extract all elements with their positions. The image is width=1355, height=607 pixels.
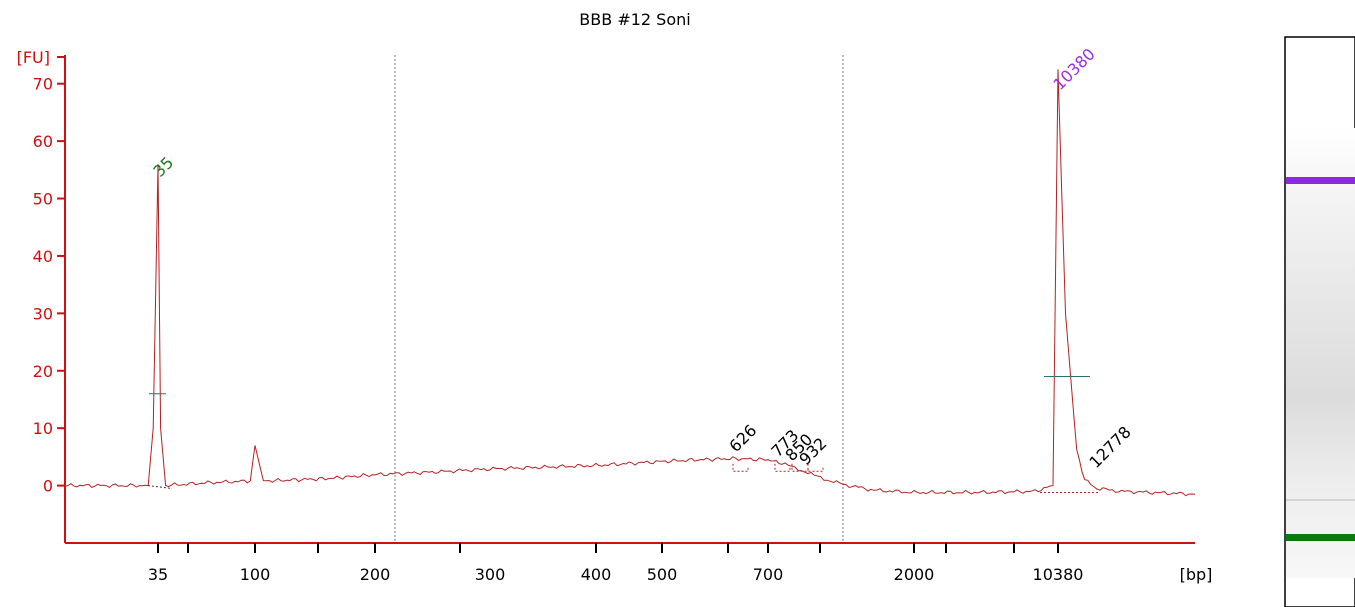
y-tick-label: 60	[33, 132, 53, 151]
gel-band	[1286, 177, 1355, 184]
peak-baseline	[732, 463, 749, 472]
x-tick-label: 400	[581, 565, 612, 584]
chart-title: BBB #12 Soni	[579, 10, 690, 29]
y-axis-label: [FU]	[17, 48, 50, 67]
y-tick-label: 10	[33, 419, 53, 438]
gel-band	[1286, 534, 1355, 541]
x-tick-label: 200	[360, 565, 391, 584]
peak-label: 35	[149, 153, 177, 181]
peak-label: 12778	[1085, 422, 1134, 471]
peak-baseline	[147, 485, 173, 489]
y-tick-label: 0	[43, 477, 53, 496]
x-tick-label: 700	[753, 565, 784, 584]
y-tick-label: 50	[33, 190, 53, 209]
y-tick-label: 30	[33, 304, 53, 323]
y-tick-label: 40	[33, 247, 53, 266]
signal-trace	[64, 69, 1196, 497]
x-tick-label: 2000	[894, 565, 935, 584]
plot-area: 0 10 20 30 40 50 60 70 [FU] 35 100 200 300 400 500 700 2…	[17, 44, 1213, 584]
x-tick-label: 10380	[1033, 565, 1084, 584]
peak-label: 626	[725, 421, 760, 456]
x-tick-label: 500	[647, 565, 678, 584]
y-tick-label: 20	[33, 362, 53, 381]
y-tick-label: 70	[33, 75, 53, 94]
x-tick-label: 35	[148, 565, 168, 584]
x-tick-label: 300	[475, 565, 506, 584]
x-tick-label: 100	[240, 565, 271, 584]
peak-baseline	[774, 463, 791, 472]
gel-lane	[1284, 36, 1355, 607]
peak-baseline	[807, 463, 824, 472]
peak-label: 10380	[1049, 44, 1098, 93]
gel-lane-body	[1286, 128, 1355, 578]
x-axis-label: [bp]	[1180, 565, 1213, 584]
